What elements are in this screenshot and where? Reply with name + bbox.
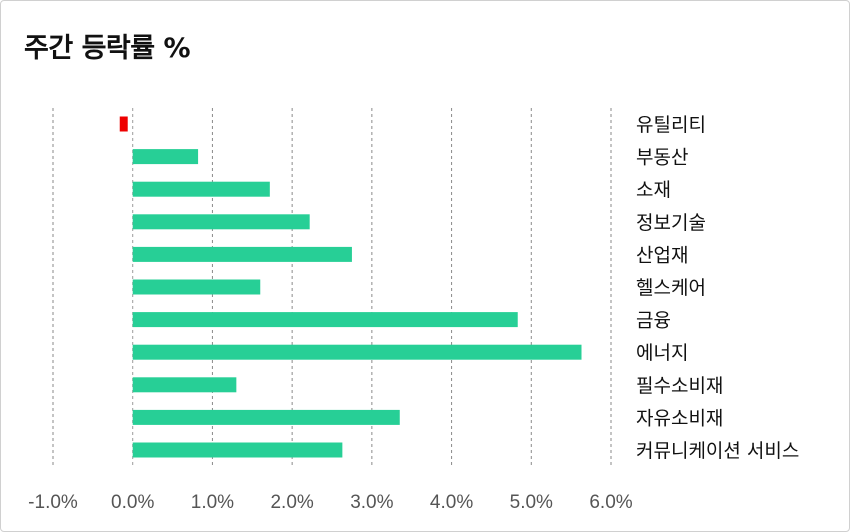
chart-title: 주간 등락률 % <box>24 33 191 64</box>
category-label: 커뮤니케이션 서비스 <box>636 440 799 462</box>
category-label: 에너지 <box>636 342 688 364</box>
bar <box>132 344 582 360</box>
x-tick-label: 5.0% <box>510 492 553 513</box>
x-tick-label: 3.0% <box>350 492 393 513</box>
bar <box>132 279 261 295</box>
x-tick-label: 2.0% <box>270 492 313 513</box>
x-tick-label: 0.0% <box>111 492 154 513</box>
category-label: 정보기술 <box>636 212 706 234</box>
x-tick-label: -1.0% <box>28 492 78 513</box>
category-label: 금융 <box>636 310 671 332</box>
x-tick-label: 4.0% <box>430 492 473 513</box>
bar <box>132 312 518 328</box>
bar <box>132 149 199 165</box>
bar <box>132 214 310 230</box>
bar <box>119 116 128 132</box>
category-label: 필수소비재 <box>636 375 723 397</box>
bar <box>132 409 400 425</box>
category-label: 산업재 <box>636 244 688 266</box>
category-label: 헬스케어 <box>636 277 706 299</box>
bar <box>132 181 270 197</box>
category-label: 유틸리티 <box>636 114 706 136</box>
category-label: 부동산 <box>636 147 688 169</box>
category-label: 소재 <box>636 179 671 201</box>
x-tick-label: 6.0% <box>589 492 632 513</box>
bar <box>132 246 352 262</box>
category-label: 자유소비재 <box>636 407 723 429</box>
bar <box>132 377 237 393</box>
bar <box>132 442 343 458</box>
x-tick-label: 1.0% <box>191 492 234 513</box>
